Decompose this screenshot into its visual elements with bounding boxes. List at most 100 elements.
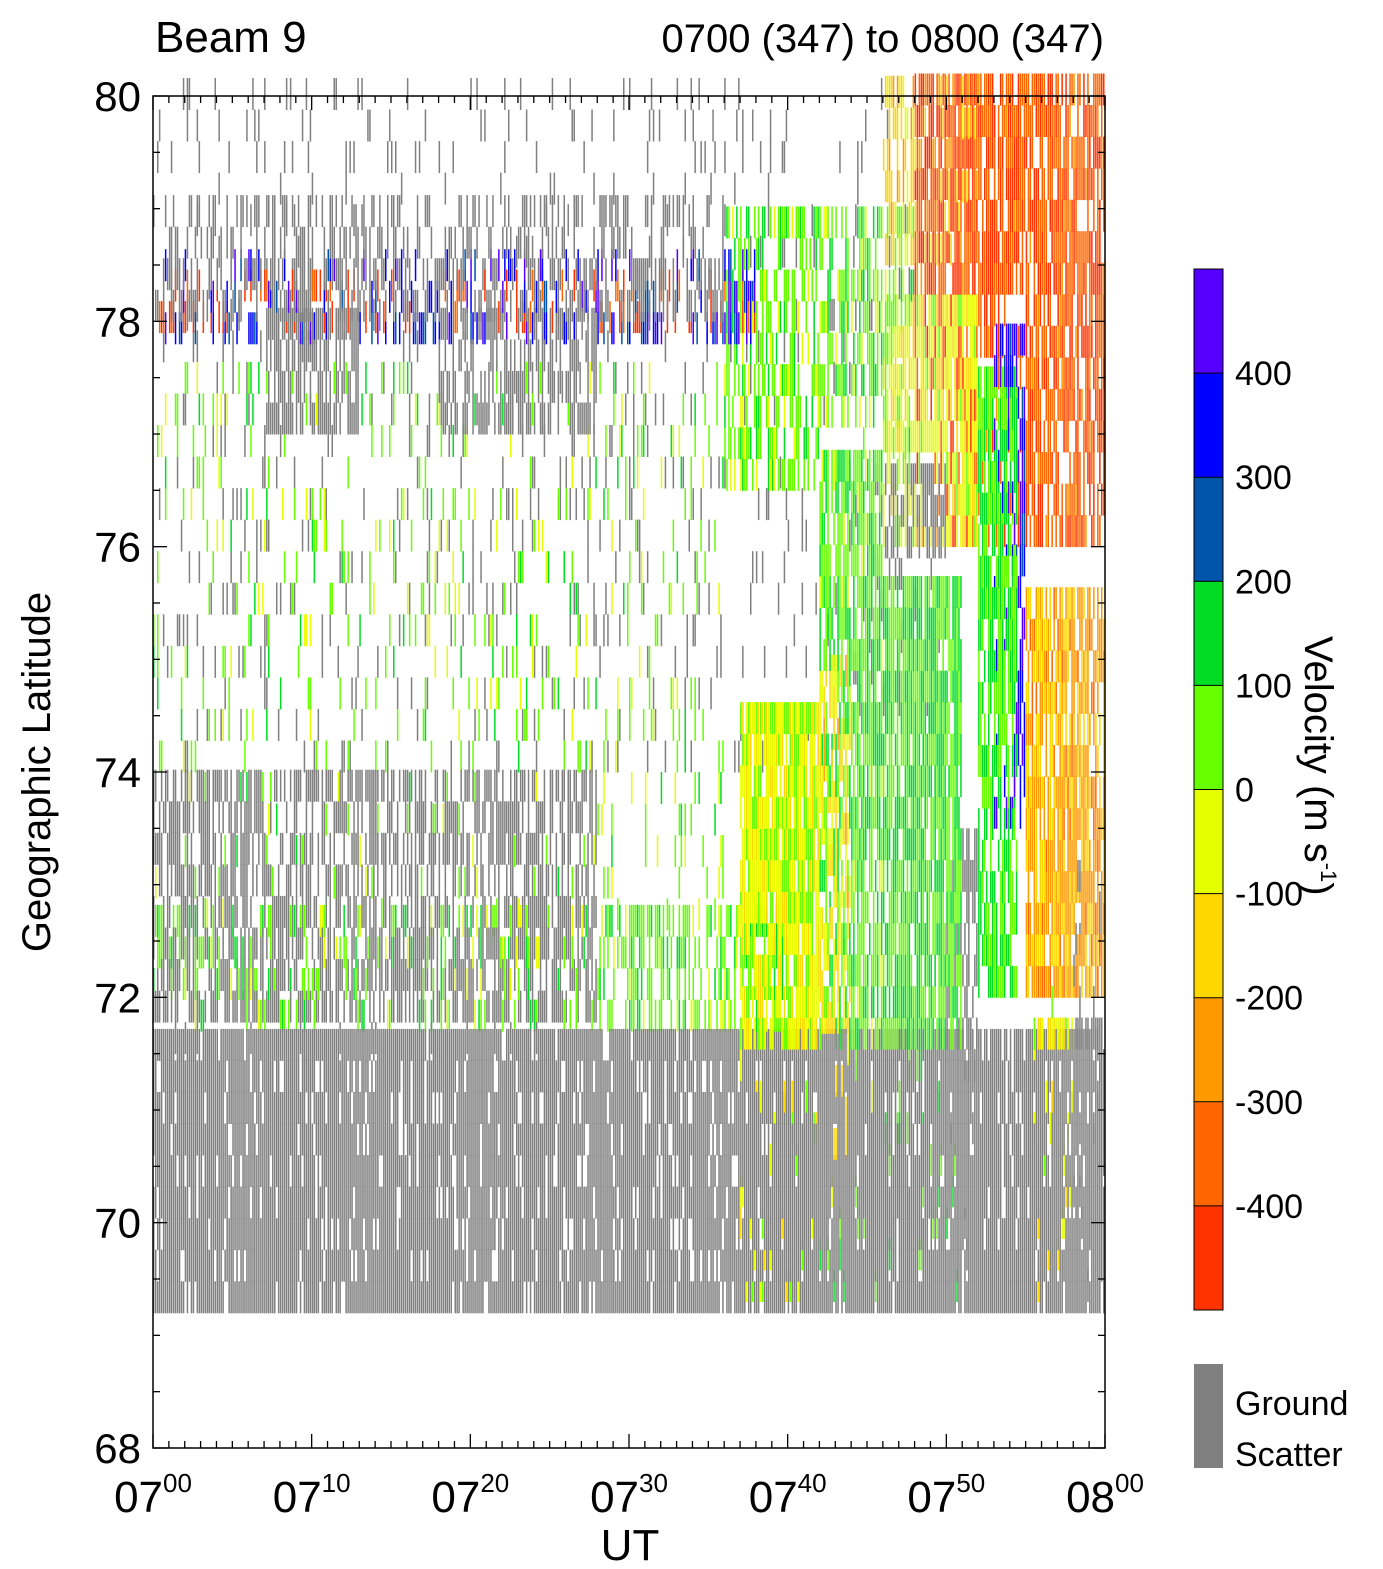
heatmap-cell <box>797 364 800 397</box>
heatmap-cell <box>938 607 940 640</box>
heatmap-cell <box>995 745 998 777</box>
heatmap-cell <box>940 75 942 108</box>
heatmap-cell <box>1077 713 1079 746</box>
heatmap-cell <box>1025 420 1028 453</box>
heatmap-cell <box>968 1049 970 1082</box>
heatmap-cell <box>1051 713 1053 746</box>
heatmap-cell <box>369 109 371 142</box>
heatmap-cell <box>948 954 950 987</box>
heatmap-cell <box>1033 618 1036 651</box>
heatmap-cell <box>942 452 944 484</box>
heatmap-cell <box>547 645 550 678</box>
heatmap-cell <box>948 105 950 137</box>
heatmap-cell <box>184 835 187 868</box>
heatmap-cell <box>1003 934 1006 967</box>
heatmap-cell <box>886 607 889 640</box>
heatmap-cell <box>922 294 924 327</box>
heatmap-cell <box>391 393 393 426</box>
heatmap-cell <box>1087 136 1089 169</box>
heatmap-cell <box>888 235 891 268</box>
heatmap-cell <box>313 519 316 552</box>
heatmap-cell <box>823 859 825 892</box>
heatmap-cell <box>1029 587 1032 620</box>
heatmap-cell <box>575 645 577 678</box>
heatmap-cell <box>248 393 250 426</box>
heatmap-cell <box>627 195 629 228</box>
heatmap-cell <box>890 607 893 640</box>
heatmap-cell <box>1091 681 1093 714</box>
heatmap-cell <box>954 325 956 358</box>
heatmap-cell <box>1043 808 1045 841</box>
heatmap-cell <box>1069 1092 1071 1124</box>
heatmap-cell <box>738 238 740 270</box>
heatmap-cell <box>896 1281 899 1314</box>
heatmap-cell <box>952 105 954 137</box>
heatmap-cell <box>880 206 883 239</box>
heatmap-cell <box>1093 902 1095 935</box>
heatmap-cell <box>1011 587 1014 620</box>
heatmap-cell <box>886 923 889 955</box>
heatmap-cell <box>926 231 928 264</box>
heatmap-cell <box>851 301 853 334</box>
heatmap-cell <box>1075 452 1077 484</box>
heatmap-cell <box>886 1017 889 1050</box>
heatmap-cell <box>1073 357 1075 390</box>
heatmap-cell <box>999 618 1002 651</box>
heatmap-cell <box>1069 294 1071 327</box>
heatmap-cell <box>1097 325 1099 358</box>
heatmap-cell <box>926 670 928 703</box>
heatmap-cell <box>1007 386 1010 419</box>
heatmap-cell <box>821 970 823 1003</box>
heatmap-cell <box>652 109 655 142</box>
heatmap-cell <box>962 828 964 861</box>
heatmap-cell <box>882 420 885 453</box>
heatmap-cell <box>946 1028 948 1061</box>
heatmap-cell <box>1099 262 1101 295</box>
heatmap-cell <box>268 519 270 552</box>
heatmap-cell <box>1021 262 1024 295</box>
heatmap-cell <box>708 519 710 552</box>
heatmap-cell <box>1037 452 1040 484</box>
heatmap-cell <box>1009 168 1012 201</box>
heatmap-cell <box>882 1186 885 1219</box>
heatmap-cell <box>1021 168 1024 201</box>
heatmap-cell <box>1051 650 1053 683</box>
heatmap-cell <box>1035 73 1038 106</box>
heatmap-cell <box>902 1092 905 1124</box>
heatmap-cell <box>944 325 946 358</box>
heatmap-cell <box>1049 1186 1051 1219</box>
heatmap-cell <box>948 357 950 390</box>
heatmap-cell <box>1097 199 1099 232</box>
heatmap-cell <box>956 576 958 608</box>
heatmap-cell <box>1059 650 1061 683</box>
heatmap-cell <box>402 330 405 363</box>
heatmap-cell <box>1071 776 1073 809</box>
heatmap-cell <box>894 986 897 1019</box>
heatmap-cell <box>1055 420 1057 453</box>
heatmap-cell <box>1057 136 1059 169</box>
heatmap-cell <box>1067 420 1069 453</box>
heatmap-cell <box>902 891 905 924</box>
heatmap-cell <box>1073 262 1075 295</box>
heatmap-cell <box>827 828 829 861</box>
heatmap-cell <box>819 639 821 672</box>
heatmap-cell <box>835 1281 837 1314</box>
heatmap-cell <box>966 954 968 987</box>
heatmap-cell <box>956 765 958 798</box>
heatmap-cell <box>845 1218 847 1251</box>
heatmap-cell <box>871 298 873 331</box>
heatmap-cell <box>464 866 466 899</box>
heatmap-cell <box>936 1092 938 1124</box>
heatmap-cell <box>886 765 889 798</box>
heatmap-cell <box>1085 681 1087 714</box>
heatmap-cell <box>734 740 736 773</box>
heatmap-cell <box>918 828 921 861</box>
heatmap-cell <box>867 238 869 270</box>
heatmap-cell <box>1001 429 1004 462</box>
heatmap-cell <box>968 515 970 548</box>
heatmap-cell <box>720 772 722 804</box>
heatmap-cell <box>990 934 992 967</box>
heatmap-cell <box>623 301 625 334</box>
heatmap-cell <box>759 269 762 302</box>
heatmap-cell <box>831 907 833 940</box>
